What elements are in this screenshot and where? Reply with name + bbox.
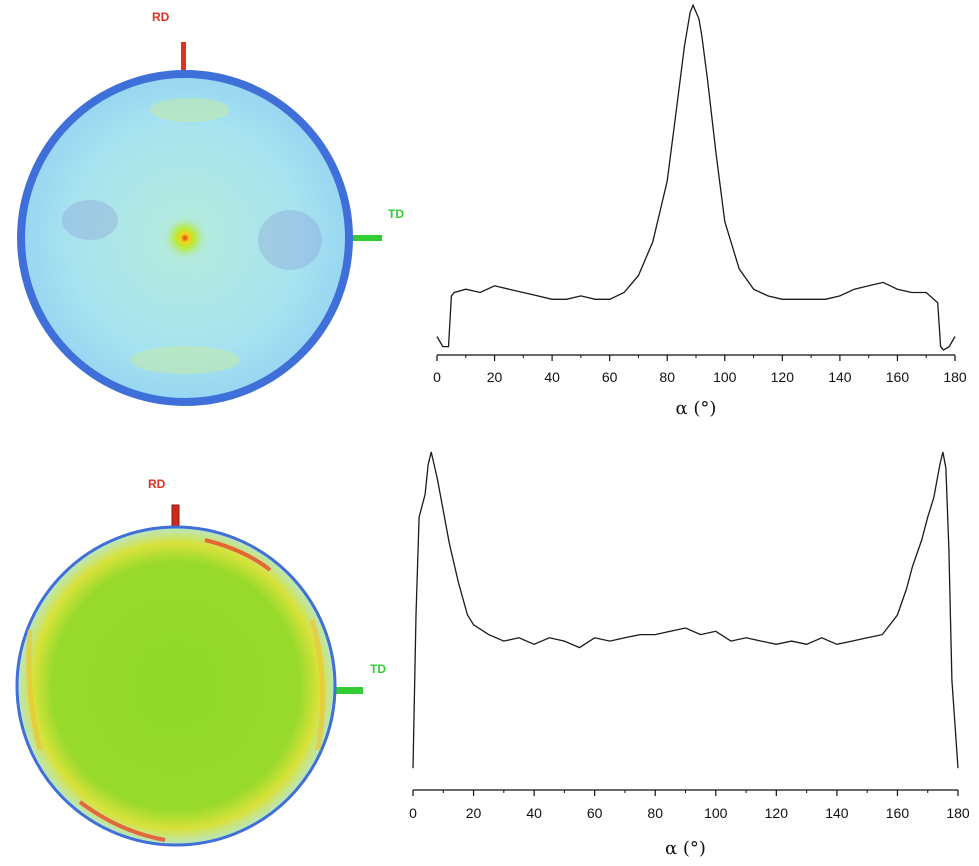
x-tick-label: 40 — [526, 805, 542, 821]
x-tick-label: 160 — [886, 805, 910, 821]
x-tick-label: 100 — [713, 369, 737, 385]
texture-patch — [258, 210, 322, 270]
rd-label-bottom: RD — [148, 477, 166, 491]
texture-patch — [150, 98, 230, 122]
td-label-top: TD — [388, 207, 404, 221]
x-tick-label: 20 — [466, 805, 482, 821]
x-tick-label: 160 — [886, 369, 910, 385]
x-tick-label: 60 — [602, 369, 618, 385]
x-tick-label: 140 — [825, 805, 849, 821]
rim-intensity — [309, 619, 326, 751]
central-peak — [161, 214, 209, 262]
rd-label-top: RD — [152, 10, 170, 24]
x-tick-label: 0 — [409, 805, 417, 821]
x-tick-label: 80 — [647, 805, 663, 821]
x-tick-label: 80 — [659, 369, 675, 385]
x-tick-label: 100 — [704, 805, 728, 821]
x-axis-label: α (°) — [665, 838, 706, 859]
x-tick-label: 140 — [828, 369, 852, 385]
rim-intensity — [26, 629, 43, 751]
pole-figure-bottom-graphic — [15, 504, 363, 847]
texture-patch — [130, 346, 240, 374]
x-axis-label: α (°) — [676, 398, 717, 419]
td-label-bottom: TD — [370, 662, 386, 676]
td-marker-bottom — [335, 687, 363, 694]
rim-intensity — [204, 538, 272, 572]
texture-patch — [62, 200, 118, 240]
chart-top: 0 20 40 60 80 100 120 140 160 180 α (°) — [433, 3, 967, 419]
x-tick-label: 40 — [544, 369, 560, 385]
rim-intensity — [78, 800, 166, 842]
x-tick-label: 180 — [943, 369, 967, 385]
series-line — [412, 451, 959, 769]
x-tick-label: 60 — [587, 805, 603, 821]
rd-marker-top — [181, 42, 186, 72]
td-marker-top — [352, 235, 382, 241]
x-tick-label: 180 — [946, 805, 970, 821]
series-line — [436, 3, 956, 351]
chart-bottom: 0 20 40 60 80 100 120 140 160 180 α (°) — [409, 451, 970, 859]
x-tick-label: 20 — [487, 369, 503, 385]
x-tick-label: 120 — [765, 805, 789, 821]
x-tick-label: 0 — [433, 369, 441, 385]
pole-disk-bottom — [15, 525, 337, 847]
x-tick-label: 120 — [771, 369, 795, 385]
pole-figure-top-graphic — [17, 42, 382, 406]
pole-figure-top: RD TD — [0, 0, 404, 420]
pole-figure-bottom: RD TD — [0, 430, 400, 866]
